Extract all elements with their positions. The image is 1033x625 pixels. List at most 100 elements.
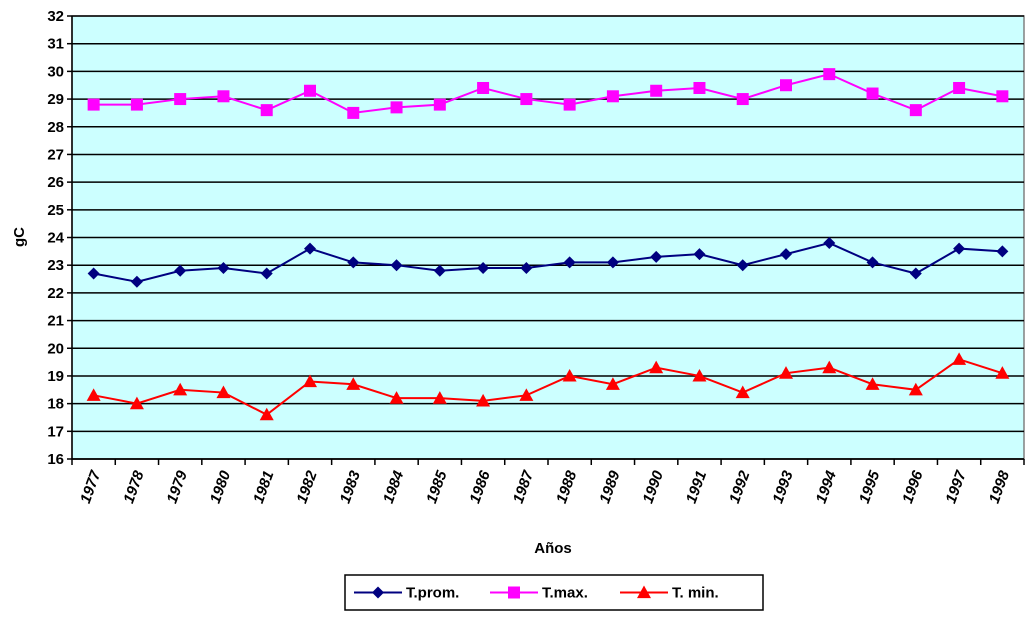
x-tick-label: 1985 [423, 468, 451, 506]
data-point-0-19 [909, 267, 922, 280]
x-tick-label: 1991 [683, 469, 710, 506]
data-point-2-15 [735, 385, 750, 399]
data-point-0-4 [260, 267, 273, 280]
data-point-2-14 [692, 368, 707, 382]
data-point-1-5 [304, 84, 316, 97]
data-point-2-19 [908, 382, 923, 396]
data-point-2-4 [259, 407, 274, 421]
x-tick-label: 1993 [769, 468, 797, 506]
legend-label-1: T.max. [542, 585, 588, 602]
data-point-1-18 [866, 87, 879, 100]
data-point-1-14 [693, 81, 706, 94]
data-point-2-1 [129, 396, 144, 410]
data-point-0-10 [520, 261, 533, 274]
legend-marker-0 [372, 586, 384, 599]
legend-label-0: T.prom. [406, 585, 459, 602]
y-tick-label: 32 [47, 8, 64, 25]
legend-marker-2 [637, 585, 651, 599]
y-tick-label: 23 [47, 257, 64, 274]
data-point-0-2 [174, 264, 187, 277]
series-line-0 [93, 241, 1003, 283]
data-point-0-8 [433, 264, 446, 277]
data-point-2-3 [216, 385, 231, 399]
data-point-0-18 [866, 256, 879, 269]
y-tick-label: 22 [47, 285, 64, 302]
legend-label-2: T. min. [672, 585, 719, 602]
x-tick-label: 1984 [380, 468, 408, 506]
data-point-2-5 [303, 374, 317, 388]
x-tick-label: 1987 [510, 468, 538, 506]
x-tick-label: 1995 [856, 468, 884, 506]
data-point-0-11 [563, 256, 576, 269]
y-tick-label: 31 [47, 36, 64, 53]
y-tick-label: 30 [47, 63, 64, 80]
data-point-1-17 [823, 68, 836, 81]
data-point-0-5 [304, 242, 316, 255]
y-tick-label: 27 [47, 146, 64, 163]
y-tick-label: 21 [47, 313, 64, 330]
y-axis-title: gC [11, 227, 28, 247]
data-point-2-13 [649, 360, 664, 374]
data-point-0-21 [996, 245, 1009, 258]
data-point-0-20 [953, 242, 966, 255]
data-point-2-2 [173, 382, 188, 396]
data-point-1-6 [347, 106, 360, 119]
x-tick-label: 1978 [120, 468, 148, 506]
y-tick-label: 19 [47, 368, 64, 385]
x-axis-title: Años [534, 540, 572, 557]
data-point-2-20 [952, 352, 967, 365]
data-point-2-16 [779, 366, 793, 379]
data-point-2-18 [865, 377, 880, 390]
data-point-1-10 [520, 93, 533, 106]
x-tick-label: 1996 [899, 468, 927, 506]
data-point-1-4 [260, 104, 273, 117]
data-point-2-0 [86, 388, 101, 401]
x-tick-label: 1988 [553, 468, 581, 506]
data-point-0-17 [823, 237, 836, 250]
data-point-1-3 [217, 90, 230, 103]
data-point-1-20 [953, 81, 966, 94]
data-point-2-6 [346, 377, 361, 390]
data-point-0-6 [347, 256, 360, 269]
data-point-0-16 [780, 248, 792, 261]
x-tick-label: 1982 [293, 468, 321, 506]
data-point-1-1 [130, 98, 143, 111]
x-tick-label: 1998 [986, 468, 1014, 506]
data-point-0-1 [130, 275, 143, 288]
data-point-1-11 [563, 98, 576, 111]
x-tick-label: 1989 [596, 468, 624, 506]
x-tick-label: 1979 [164, 468, 192, 506]
legend: T.prom. T.max. T. min. [344, 574, 764, 611]
data-point-0-15 [736, 259, 749, 272]
series-line-2 [93, 358, 1003, 416]
data-point-2-10 [519, 388, 534, 401]
series-line-1 [93, 73, 1003, 114]
y-tick-label: 16 [47, 451, 64, 468]
data-point-0-12 [606, 256, 619, 269]
data-point-0-7 [390, 259, 403, 272]
y-tick-label: 24 [47, 230, 64, 247]
data-point-1-21 [996, 90, 1009, 103]
data-point-1-13 [650, 84, 663, 97]
y-tick-label: 29 [47, 91, 64, 108]
x-tick-label: 1994 [813, 468, 841, 506]
y-tick-label: 18 [47, 396, 64, 413]
data-point-1-9 [477, 81, 490, 94]
x-tick-label: 1986 [466, 468, 494, 506]
data-point-0-3 [217, 261, 230, 274]
data-point-2-12 [605, 377, 620, 390]
data-point-1-8 [433, 98, 446, 111]
y-tick-label: 20 [47, 340, 64, 357]
data-point-1-12 [606, 90, 619, 103]
x-tick-label: 1992 [726, 468, 754, 506]
y-tick-label: 28 [47, 119, 64, 136]
x-tick-label: 1997 [942, 468, 970, 506]
data-point-2-17 [822, 360, 837, 374]
data-point-0-9 [477, 261, 490, 274]
legend-box [344, 574, 764, 611]
data-point-2-9 [476, 393, 491, 407]
data-point-1-2 [174, 93, 187, 106]
x-tick-label: 1981 [250, 469, 277, 506]
data-point-1-7 [390, 101, 403, 114]
